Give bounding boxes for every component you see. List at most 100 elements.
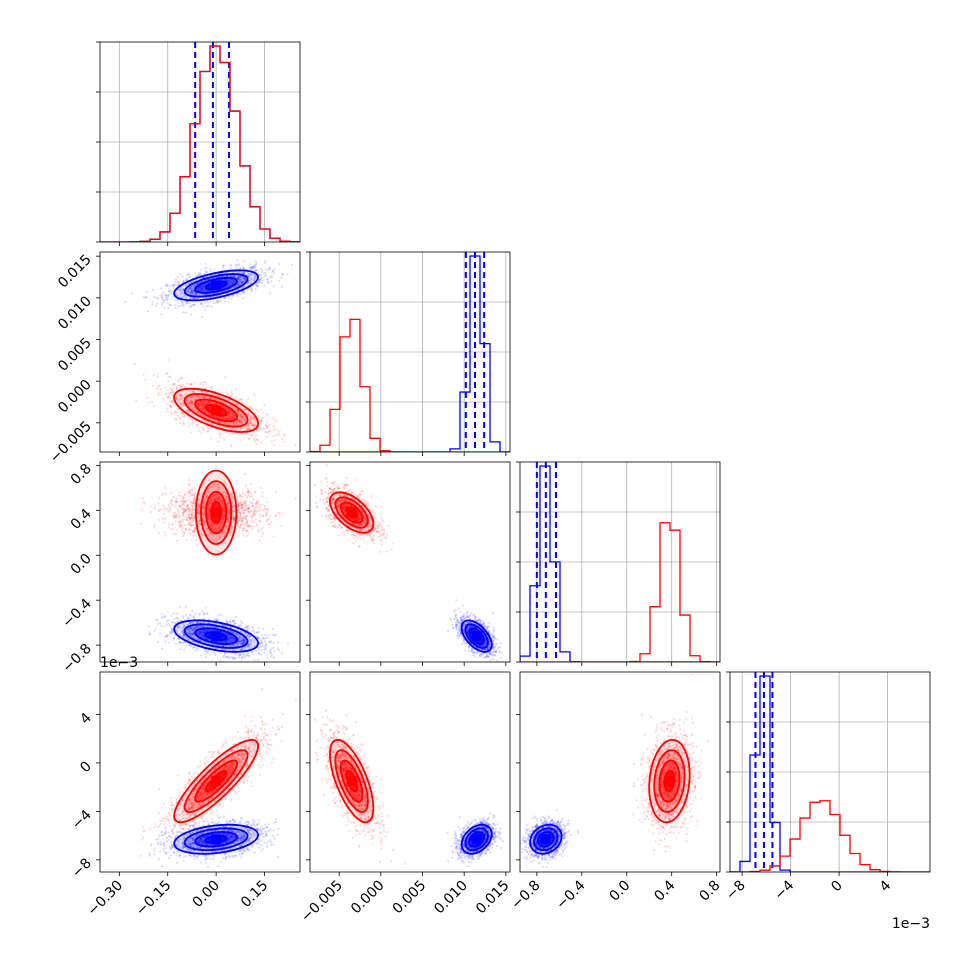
scatter-point (241, 296, 244, 300)
scatter-point (200, 287, 203, 291)
scatter-point (206, 430, 209, 433)
scatter-point (257, 426, 260, 429)
scatter-point (196, 287, 199, 290)
scatter-point (165, 623, 168, 626)
scatter-point (232, 281, 235, 285)
scatter-point (252, 423, 255, 427)
scatter-point (242, 267, 246, 270)
y-tick-label: 0.015 (55, 252, 95, 292)
scatter-point (157, 531, 160, 535)
density-contour (183, 273, 249, 298)
scatter-point (241, 621, 244, 624)
scatter-point (254, 266, 257, 269)
scatter-point (179, 394, 182, 397)
scatter-point (192, 280, 195, 283)
scatter-point (255, 518, 258, 521)
scatter-point (240, 398, 243, 401)
scatter-point (233, 622, 237, 625)
scatter-point (242, 285, 245, 289)
scatter-point (202, 402, 205, 405)
scatter-point (185, 301, 189, 304)
scatter-point (180, 397, 183, 401)
scatter-point (205, 402, 208, 405)
scatter-point (235, 422, 238, 425)
scatter-point (192, 389, 195, 393)
scatter-point (244, 408, 247, 411)
scatter-point (210, 305, 213, 308)
scatter-point (261, 495, 264, 498)
scatter-point (231, 411, 234, 415)
scatter-point (179, 273, 182, 276)
scatter-point (223, 296, 226, 299)
scatter-point (227, 282, 230, 286)
scatter-point (215, 403, 218, 406)
scatter-point (253, 439, 256, 442)
scatter-point (218, 425, 221, 429)
scatter-point (267, 430, 270, 433)
scatter-point (197, 273, 200, 277)
scatter-point (200, 289, 203, 292)
scatter-point (199, 287, 202, 291)
scatter-point (201, 403, 205, 406)
scatter-point (200, 288, 204, 291)
scatter-point (243, 654, 246, 657)
scatter-point (282, 434, 286, 437)
scatter-point (270, 521, 273, 524)
scatter-point (260, 281, 263, 285)
scatter-point (190, 289, 194, 293)
scatter-point (230, 416, 233, 419)
scatter-point (176, 618, 179, 621)
scatter-point (160, 296, 164, 299)
scatter-point (190, 290, 193, 293)
scatter-point (250, 266, 253, 269)
scatter-point (240, 416, 243, 419)
scatter-point (278, 429, 281, 432)
scatter-point (231, 275, 234, 278)
scatter-point (182, 280, 186, 283)
scatter-point (144, 296, 147, 299)
scatter-point (247, 398, 250, 401)
scatter-point (248, 272, 251, 276)
scatter-point (176, 414, 179, 417)
scatter-point (208, 396, 211, 399)
scatter-point (264, 274, 267, 277)
scatter-point (230, 274, 233, 278)
scatter-point (232, 275, 235, 278)
scatter-point (169, 292, 172, 295)
scatter-point (133, 362, 136, 366)
scatter-point (263, 275, 266, 278)
scatter-point (192, 646, 196, 649)
scatter-point (131, 292, 134, 295)
scatter-point (167, 294, 170, 297)
scatter-point (199, 273, 202, 276)
scatter-point (148, 631, 151, 634)
scatter-point (209, 301, 212, 304)
scatter-point (202, 613, 206, 616)
scatter-point (230, 274, 234, 277)
scatter-point (242, 271, 245, 274)
scatter-point (204, 652, 207, 655)
scatter-point (191, 400, 194, 404)
scatter-point (172, 384, 175, 387)
scatter-point (237, 276, 240, 280)
scatter-point (237, 278, 240, 281)
scatter-point (260, 419, 263, 422)
scatter-point (250, 266, 253, 269)
scatter-point (280, 512, 284, 515)
scatter-point (241, 280, 244, 283)
scatter-point (164, 283, 167, 286)
scatter-point (173, 617, 176, 620)
scatter-point (166, 302, 170, 305)
scatter-point (204, 399, 207, 403)
scatter-point (234, 616, 238, 619)
scatter-point (216, 416, 219, 419)
scatter-point (264, 271, 267, 275)
scatter-point (243, 278, 246, 281)
scatter-point (198, 289, 201, 292)
scatter-point (262, 272, 266, 275)
scatter-point (188, 402, 191, 405)
scatter-point (259, 408, 262, 411)
scatter-point (263, 637, 267, 640)
scatter-point (202, 287, 205, 291)
scatter-point (164, 486, 167, 489)
